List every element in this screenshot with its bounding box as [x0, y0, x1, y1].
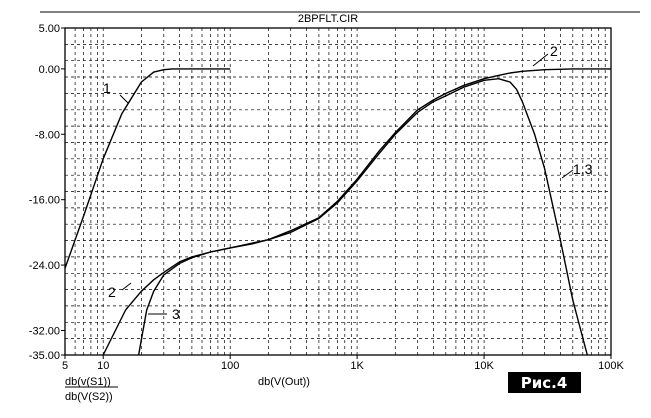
- curves: [64, 68, 611, 356]
- curve-label-1-3: 1,3: [573, 161, 593, 177]
- y-tick-label: -8.00: [35, 129, 60, 141]
- y-axis-ticks: 5.00 0.00 -8.00 -16.00 -24.00 -32.00 -35.00: [29, 23, 65, 362]
- curve-13-leader: [561, 169, 574, 179]
- x-tick-label: 10: [97, 360, 109, 372]
- figure-label-box: [508, 372, 581, 393]
- legend-line-2: db(V(S2)): [65, 391, 113, 403]
- curve-2-leader-left: [121, 282, 132, 291]
- chart-title: 2BPFLT.CIR: [298, 13, 358, 25]
- series-line-1: [64, 68, 231, 269]
- curve-label-3: 3: [172, 306, 180, 322]
- legend: db(v(S1)) db(V(S2)): [65, 376, 118, 403]
- legend-line-1: db(v(S1)): [65, 376, 111, 388]
- curve-annotations: 1 2 3 2 1,3: [103, 43, 593, 322]
- x-tick-label: 10K: [474, 360, 494, 372]
- x-tick-label: 1K: [350, 360, 364, 372]
- series-line-2: [102, 68, 611, 356]
- x-axis-ticks: 5 10 100 1K 10K 100K: [62, 355, 625, 372]
- x-tick-label: 5: [62, 360, 68, 372]
- x-tick-label: 100: [221, 360, 239, 372]
- curve-label-1: 1: [103, 80, 111, 96]
- y-tick-label: -16.00: [29, 195, 60, 207]
- y-tick-label: 5.00: [39, 23, 60, 35]
- curve-2-leader-right: [532, 53, 549, 67]
- plot-frame: [64, 27, 612, 356]
- y-tick-label: 0.00: [39, 64, 60, 76]
- y-tick-label: -32.00: [29, 325, 60, 337]
- y-tick-label: -24.00: [29, 260, 60, 272]
- curve-1-leader: [119, 94, 129, 104]
- x-axis-label: db(V(Out)): [258, 376, 310, 388]
- figure-label: Рис.4: [521, 374, 568, 392]
- grid: [65, 28, 611, 355]
- curve-label-2-left: 2: [108, 284, 116, 300]
- curve-label-2-right: 2: [550, 43, 558, 59]
- series-line-3: [137, 77, 588, 356]
- y-tick-label: -35.00: [29, 350, 60, 362]
- x-tick-label: 100K: [598, 360, 624, 372]
